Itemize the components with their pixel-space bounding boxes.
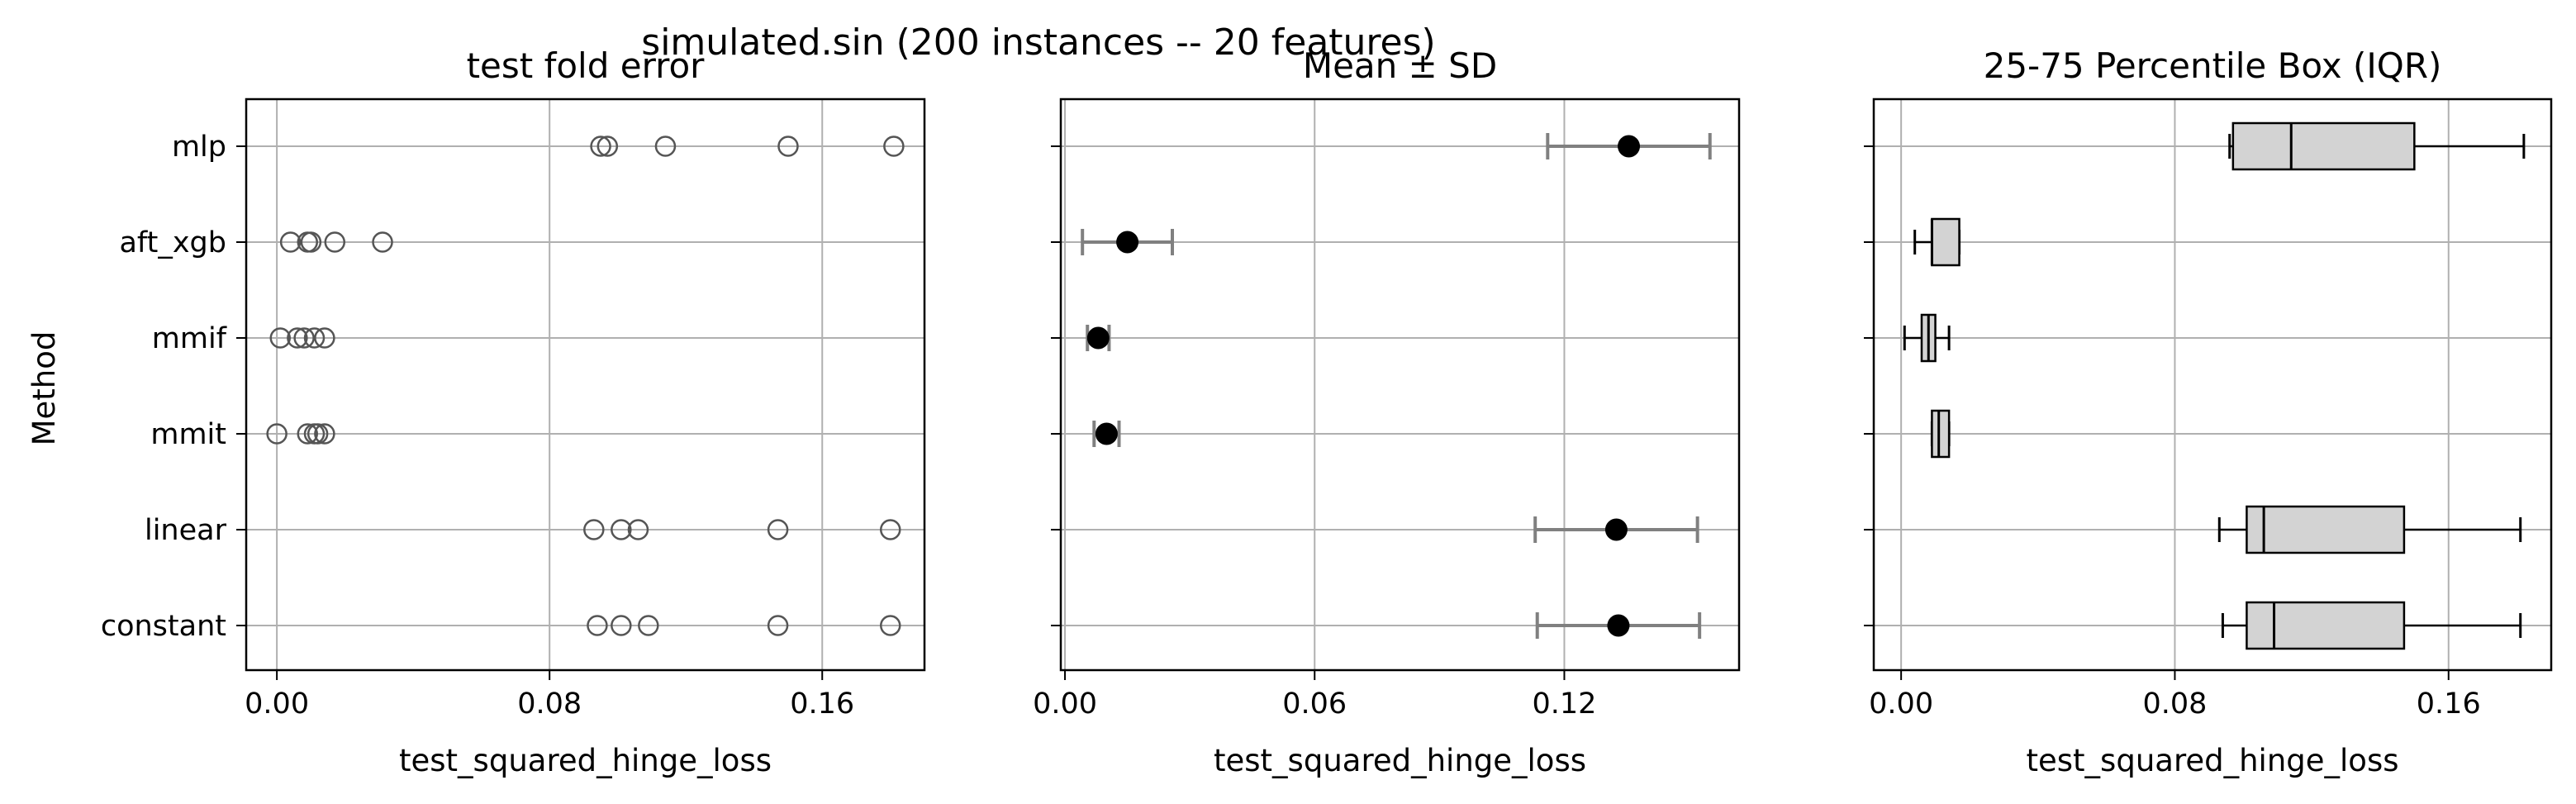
mean-point xyxy=(1116,231,1139,254)
x-tick-label: 0.00 xyxy=(1869,687,1933,721)
data-point xyxy=(266,423,288,445)
panel-title: Mean ± SD xyxy=(1303,45,1497,86)
data-point xyxy=(777,136,799,157)
y-tick-label: mmif xyxy=(152,322,227,355)
x-tick-label: 0.00 xyxy=(245,687,309,721)
data-point xyxy=(611,519,632,540)
figure-suptitle: simulated.sin (200 instances -- 20 featu… xyxy=(641,21,1435,64)
data-point xyxy=(324,231,346,253)
data-point xyxy=(879,615,901,636)
data-point xyxy=(879,519,901,540)
x-tick-label: 0.12 xyxy=(1532,687,1596,721)
iqr-box xyxy=(1931,409,1951,459)
data-point xyxy=(269,327,292,349)
data-point xyxy=(293,327,315,349)
axes-frame xyxy=(245,98,926,672)
axes-frame xyxy=(1872,98,2553,672)
panel-title: test fold error xyxy=(467,45,706,86)
iqr-box xyxy=(1931,217,1961,267)
x-tick-label: 0.08 xyxy=(2142,687,2207,721)
iqr-box xyxy=(2246,601,2406,650)
iqr-box xyxy=(2246,505,2406,554)
mean-point xyxy=(1604,518,1628,541)
x-tick-label: 0.16 xyxy=(2417,687,2481,721)
mean-point xyxy=(1607,614,1630,637)
data-point xyxy=(654,136,677,157)
mean-point xyxy=(1095,422,1118,445)
y-axis-label: Method xyxy=(26,331,62,446)
mean-point xyxy=(1618,135,1641,158)
data-point xyxy=(297,423,319,445)
axes-frame xyxy=(1059,98,1741,672)
x-tick-label: 0.08 xyxy=(517,687,582,721)
data-point xyxy=(583,519,605,540)
data-point xyxy=(587,615,608,636)
data-point xyxy=(314,423,335,445)
data-point xyxy=(307,423,329,445)
y-tick-label: constant xyxy=(101,610,226,643)
x-axis-label: test_squared_hinge_loss xyxy=(2027,743,2399,778)
panel-iqr-box: 0.00 0.08 0.16 25-75 Percentile Box (IQR) te… xyxy=(1864,45,2553,778)
panel-title: 25-75 Percentile Box (IQR) xyxy=(1984,45,2442,86)
data-point xyxy=(314,327,335,349)
data-point xyxy=(767,519,789,540)
data-point xyxy=(767,615,789,636)
panel-mean-sd: 0.00 0.06 0.12 Mean ± SD test_squared_hinge_… xyxy=(1033,45,1741,778)
iqr-box xyxy=(2231,121,2416,171)
data-point xyxy=(627,519,649,540)
x-tick-label: 0.00 xyxy=(1033,687,1097,721)
data-point xyxy=(303,327,326,349)
data-point xyxy=(287,327,308,349)
x-tick-label: 0.16 xyxy=(790,687,854,721)
x-axis-label: test_squared_hinge_loss xyxy=(1214,743,1586,778)
data-point xyxy=(590,136,611,157)
data-point xyxy=(372,231,393,253)
y-tick-label: mlp xyxy=(172,131,226,164)
data-point xyxy=(883,136,905,157)
x-axis-label: test_squared_hinge_loss xyxy=(399,743,772,778)
y-tick-label: mmit xyxy=(150,418,226,451)
data-point xyxy=(596,136,619,157)
y-tick-label: aft_xgb xyxy=(119,226,226,259)
data-point xyxy=(300,231,322,253)
x-tick-label: 0.06 xyxy=(1282,687,1347,721)
data-point xyxy=(638,615,659,636)
y-tick-label: linear xyxy=(145,514,227,547)
data-point xyxy=(611,615,632,636)
mean-point xyxy=(1086,326,1110,350)
data-point xyxy=(279,231,302,253)
